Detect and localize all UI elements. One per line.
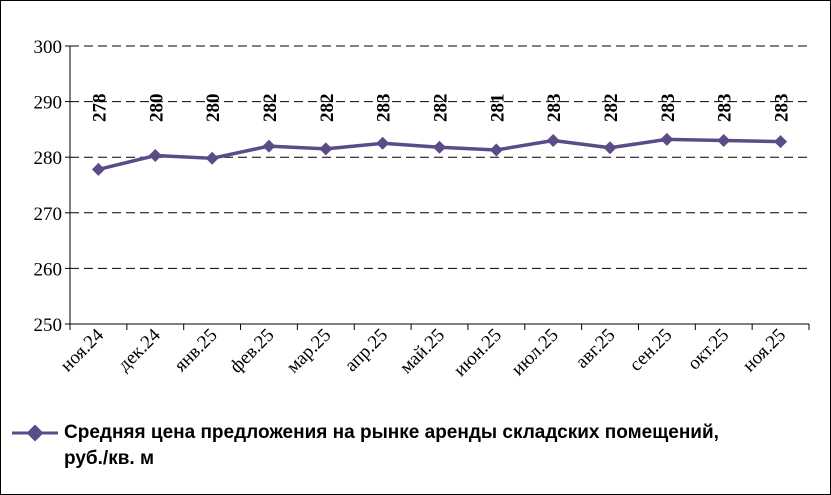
x-tick-label-11: окт.25 <box>684 325 734 375</box>
data-point-0 <box>91 162 105 176</box>
data-label-11: 283 <box>715 94 736 123</box>
data-label-9: 282 <box>601 94 622 123</box>
x-tick-label-8: июл.25 <box>507 325 562 380</box>
data-point-4 <box>319 142 333 156</box>
data-label-6: 282 <box>431 94 452 123</box>
y-tick-label-280: 280 <box>34 148 63 169</box>
y-tick-label-260: 260 <box>34 259 63 280</box>
data-point-11 <box>717 134 731 148</box>
x-tick-label-9: авг.25 <box>572 325 620 373</box>
data-point-7 <box>489 143 503 157</box>
data-point-12 <box>774 135 788 149</box>
data-label-3: 282 <box>260 94 281 123</box>
x-tick-label-3: фев.25 <box>226 325 279 378</box>
data-label-4: 282 <box>317 94 338 123</box>
data-point-3 <box>262 139 276 153</box>
x-tick-label-12: ноя.25 <box>739 325 790 376</box>
data-label-8: 283 <box>544 94 565 123</box>
data-point-5 <box>376 136 390 150</box>
x-tick-label-4: мар.25 <box>283 325 336 378</box>
legend-entry-label: Средняя цена предложения на рынке аренды… <box>64 422 719 469</box>
y-tick-label-290: 290 <box>34 93 63 114</box>
legend: Средняя цена предложения на рынке аренды… <box>12 420 827 471</box>
x-tick-label-2: янв.25 <box>170 325 221 376</box>
y-tick-label-300: 300 <box>34 37 63 58</box>
data-label-12: 283 <box>772 94 793 123</box>
x-tick-label-7: июн.25 <box>450 325 506 381</box>
x-tick-label-5: апр.25 <box>341 325 392 376</box>
legend-marker-icon <box>12 424 58 442</box>
data-point-1 <box>148 149 162 163</box>
data-point-6 <box>433 140 446 154</box>
data-label-10: 283 <box>658 94 679 123</box>
x-tick-label-0: ноя.24 <box>56 324 108 376</box>
data-point-2 <box>205 151 219 165</box>
data-label-2: 280 <box>203 94 224 123</box>
data-label-0: 278 <box>89 94 110 123</box>
data-point-10 <box>660 132 674 146</box>
data-point-8 <box>546 134 560 148</box>
x-tick-label-10: сен.25 <box>625 325 676 376</box>
data-label-7: 281 <box>487 93 508 122</box>
x-tick-label-1: дек.24 <box>114 324 165 375</box>
x-tick-label-6: май.25 <box>396 325 449 378</box>
data-point-9 <box>603 141 617 155</box>
y-tick-label-270: 270 <box>34 204 63 225</box>
data-label-1: 280 <box>146 94 167 123</box>
data-label-5: 283 <box>374 94 395 123</box>
y-tick-label-250: 250 <box>34 315 63 336</box>
